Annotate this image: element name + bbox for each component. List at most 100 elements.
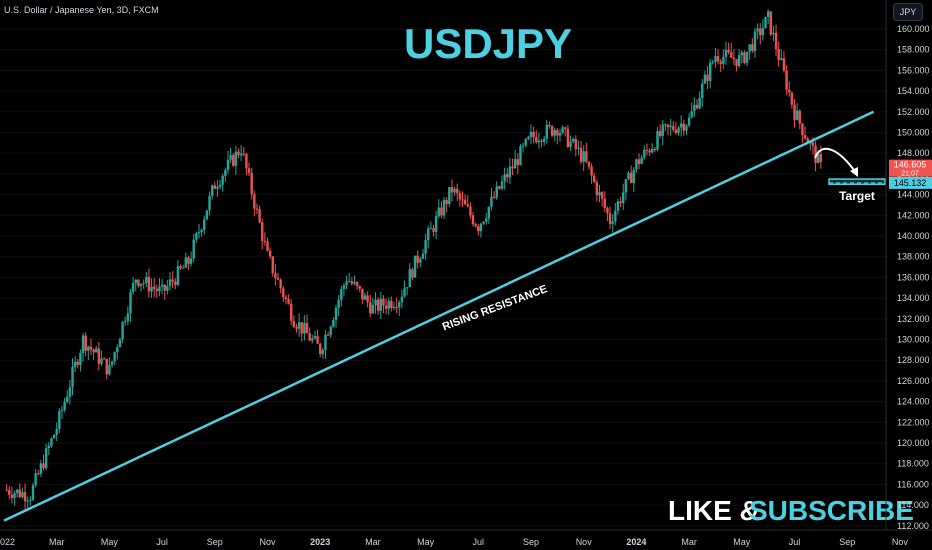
candle-body xyxy=(595,182,599,196)
candle-body xyxy=(556,130,559,136)
candle-body xyxy=(295,327,298,329)
candle-body xyxy=(677,127,680,133)
candle-body xyxy=(550,126,554,136)
candle-body xyxy=(145,276,148,284)
candle-body xyxy=(155,288,159,292)
candle-body xyxy=(511,166,514,169)
candle-body xyxy=(81,335,85,354)
candle-body xyxy=(34,473,37,486)
candle-body xyxy=(369,302,372,314)
candle-body xyxy=(574,138,577,149)
candle-body xyxy=(342,285,346,290)
candle-body xyxy=(79,353,82,365)
candle-body xyxy=(708,62,712,82)
candle-body xyxy=(113,352,116,362)
target-price-badge xyxy=(889,176,932,189)
candle-body xyxy=(355,282,359,287)
candle-body xyxy=(529,131,533,137)
time-tick-label: Nov xyxy=(259,537,276,547)
candle-body xyxy=(798,110,801,124)
candle-body xyxy=(253,194,256,209)
candle-body xyxy=(788,89,791,93)
candle-body xyxy=(532,131,535,138)
candle-body xyxy=(395,306,398,308)
candle-body xyxy=(100,358,103,364)
candle-body xyxy=(614,210,617,222)
candle-body xyxy=(42,463,45,469)
candle-body xyxy=(748,44,751,52)
candle-body xyxy=(745,51,749,64)
candle-body xyxy=(73,361,77,367)
time-tick-label: Jul xyxy=(473,537,485,547)
price-tick-label: 112.000 xyxy=(897,521,929,531)
candle-body xyxy=(68,387,72,397)
candle-body xyxy=(535,137,538,143)
candle-body xyxy=(332,320,335,327)
candle-body xyxy=(795,110,799,120)
candle-body xyxy=(255,208,259,210)
candle-body xyxy=(203,219,206,230)
candle-body xyxy=(722,56,725,64)
candle-body xyxy=(247,168,251,173)
candle-body xyxy=(629,172,633,183)
symbol-description: U.S. Dollar / Japanese Yen, 3D, FXCM xyxy=(4,5,159,15)
projection-arrow xyxy=(814,147,857,174)
candle-body xyxy=(814,145,817,164)
candle-body xyxy=(50,438,53,446)
candle-body xyxy=(477,226,480,232)
candle-body xyxy=(411,269,414,278)
price-tick-label: 160.000 xyxy=(897,24,930,34)
candle-body xyxy=(311,338,314,341)
currency-button[interactable]: JPY xyxy=(893,3,923,21)
candle-body xyxy=(340,289,343,300)
candle-body xyxy=(187,257,190,264)
candle-body xyxy=(487,206,491,219)
candle-body xyxy=(31,485,35,500)
candle-body xyxy=(218,184,222,187)
candle-body xyxy=(226,159,230,170)
candle-body xyxy=(189,258,193,264)
candle-body xyxy=(384,305,388,309)
candle-body xyxy=(537,140,541,143)
candle-body xyxy=(316,336,319,344)
candle-body xyxy=(8,490,11,495)
candle-body xyxy=(801,123,804,136)
candle-body xyxy=(590,166,593,176)
candle-body xyxy=(350,281,354,284)
candle-body xyxy=(58,411,61,429)
candle-body xyxy=(485,218,488,222)
price-tick-label: 118.000 xyxy=(897,459,929,469)
last-price-badge xyxy=(889,159,932,177)
candle-body xyxy=(39,463,43,474)
candle-body xyxy=(693,104,696,112)
candle-body xyxy=(266,241,269,251)
candle-body xyxy=(13,493,16,499)
candle-body xyxy=(466,204,469,207)
candle-body xyxy=(250,172,253,195)
candle-body xyxy=(129,292,132,314)
candle-body xyxy=(118,339,122,348)
candle-body xyxy=(239,153,243,156)
candle-body xyxy=(242,153,245,155)
candle-body xyxy=(392,306,396,308)
candle-body xyxy=(764,16,767,29)
candle-body xyxy=(26,500,29,502)
candle-body xyxy=(379,298,383,311)
candle-body xyxy=(553,130,556,136)
candle-body xyxy=(84,335,87,351)
candle-body xyxy=(237,151,240,156)
candle-body xyxy=(479,223,483,232)
candle-body xyxy=(806,138,809,144)
candle-body xyxy=(95,348,98,353)
candle-body xyxy=(463,199,467,205)
candle-body xyxy=(453,188,456,193)
time-tick-label: Sep xyxy=(839,537,855,547)
candle-body xyxy=(793,104,796,120)
candle-body xyxy=(648,150,651,153)
candle-body xyxy=(21,492,24,498)
candle-body xyxy=(469,206,472,216)
candle-body xyxy=(606,207,609,214)
candle-body xyxy=(52,435,56,439)
candle-body xyxy=(571,138,575,142)
